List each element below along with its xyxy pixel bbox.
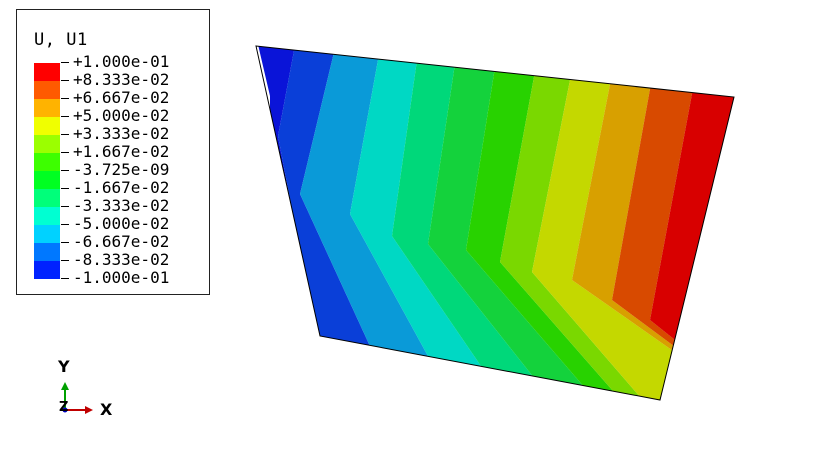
legend-label-text: -5.000e-02 <box>73 214 170 233</box>
legend-tick <box>61 134 69 135</box>
legend-label-text: +6.667e-02 <box>73 88 170 107</box>
legend-label-text: +8.333e-02 <box>73 70 170 89</box>
legend-label-text: +3.333e-02 <box>73 124 170 143</box>
legend-label: -3.333e-02 <box>61 196 170 215</box>
legend-tick <box>61 224 69 225</box>
y-axis-arrowhead <box>61 382 69 390</box>
legend-swatch <box>34 261 60 279</box>
z-axis-dot <box>62 407 68 413</box>
contour-band <box>428 57 604 400</box>
legend-swatch <box>34 117 60 135</box>
legend-label-text: -1.667e-02 <box>73 178 170 197</box>
legend-tick <box>61 188 69 189</box>
legend-label: -8.333e-02 <box>61 250 170 269</box>
contour-band <box>572 74 734 400</box>
legend-label: +1.667e-02 <box>61 142 170 161</box>
legend-tick <box>61 98 69 99</box>
contour-band <box>532 70 734 400</box>
legend-swatch <box>34 135 60 153</box>
y-axis-label: Y <box>58 357 70 376</box>
legend-swatch <box>34 207 60 225</box>
legend-label-text: -1.000e-01 <box>73 268 170 287</box>
legend-label: +5.000e-02 <box>61 106 170 125</box>
legend-label: +8.333e-02 <box>61 70 170 89</box>
contour-band <box>392 53 550 398</box>
legend-label: +6.667e-02 <box>61 88 170 107</box>
legend-swatch <box>34 81 60 99</box>
legend-label-text: -6.667e-02 <box>73 232 170 251</box>
legend-tick <box>61 170 69 171</box>
legend-tick <box>61 206 69 207</box>
legend-tick <box>61 278 69 279</box>
legend-tick <box>61 116 69 117</box>
legend-label: -1.000e-01 <box>61 268 170 287</box>
legend-swatch <box>34 189 60 207</box>
legend-swatch <box>34 225 60 243</box>
legend-swatch <box>34 153 60 171</box>
contour-band <box>466 61 634 400</box>
legend-swatch <box>34 99 60 117</box>
contour-band <box>300 46 440 378</box>
z-axis-label: Z <box>59 400 69 415</box>
contour-band <box>500 66 660 400</box>
legend-label-text: -8.333e-02 <box>73 250 170 269</box>
legend-label: -3.725e-09 <box>61 160 170 179</box>
coordinate-triad: Y X Z <box>50 355 130 425</box>
legend-swatch <box>34 243 60 261</box>
legend-tick <box>61 62 69 63</box>
legend-label-text: +1.667e-02 <box>73 142 170 161</box>
legend-color-bar <box>34 63 60 279</box>
legend-tick <box>61 260 69 261</box>
legend-title: U, U1 <box>34 30 88 50</box>
legend-label-text: -3.333e-02 <box>73 196 170 215</box>
legend-label-text: +1.000e-01 <box>73 52 170 71</box>
legend-swatch <box>34 171 60 189</box>
legend-tick <box>61 80 69 81</box>
legend-swatch <box>34 63 60 81</box>
legend-label: -1.667e-02 <box>61 178 170 197</box>
x-axis-arrowhead <box>85 406 93 414</box>
legend-tick <box>61 152 69 153</box>
contour-band <box>612 78 734 400</box>
legend-label: +1.000e-01 <box>61 52 170 71</box>
legend-label: -5.000e-02 <box>61 214 170 233</box>
legend-label-text: +5.000e-02 <box>73 106 170 125</box>
legend-label: +3.333e-02 <box>61 124 170 143</box>
contour-band <box>350 49 496 388</box>
legend-label: -6.667e-02 <box>61 232 170 251</box>
legend-tick <box>61 242 69 243</box>
legend-labels: +1.000e-01 +8.333e-02 +6.667e-02 +5.000e-02… <box>61 52 170 287</box>
legend-panel: U, U1 +1.000e-01 +8.333e-02 +6.667e-02 +5.0… <box>16 9 210 295</box>
mesh-outline <box>255 45 735 401</box>
contour-band <box>278 46 380 368</box>
x-axis-label: X <box>100 400 113 419</box>
legend-label-text: -3.725e-09 <box>73 160 170 179</box>
